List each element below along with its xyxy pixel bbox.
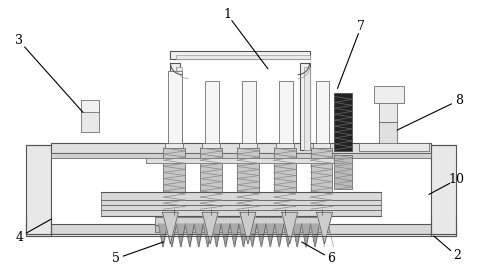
Bar: [374, 86, 404, 103]
Polygon shape: [248, 224, 257, 247]
Polygon shape: [239, 224, 248, 247]
Bar: [379, 122, 397, 144]
Text: 3: 3: [15, 34, 24, 48]
Bar: [51, 143, 431, 153]
Polygon shape: [194, 224, 203, 247]
Bar: [101, 210, 381, 216]
Bar: [315, 81, 329, 148]
Bar: [170, 51, 310, 59]
Bar: [335, 93, 352, 151]
Polygon shape: [301, 224, 311, 247]
Bar: [379, 100, 397, 122]
Bar: [81, 100, 99, 112]
Text: 10: 10: [449, 173, 465, 186]
Polygon shape: [282, 212, 298, 244]
Bar: [26, 145, 51, 236]
Bar: [205, 81, 219, 148]
Polygon shape: [240, 212, 256, 244]
Bar: [81, 110, 99, 132]
Bar: [164, 148, 185, 209]
Bar: [276, 143, 294, 150]
Polygon shape: [212, 224, 221, 247]
Bar: [101, 192, 381, 200]
Bar: [360, 143, 429, 151]
Polygon shape: [202, 212, 218, 244]
Bar: [304, 67, 310, 150]
Polygon shape: [275, 224, 284, 247]
Text: 2: 2: [453, 249, 461, 262]
Bar: [300, 63, 310, 150]
Bar: [242, 81, 256, 148]
Bar: [51, 153, 431, 158]
Bar: [168, 71, 182, 148]
Polygon shape: [158, 224, 168, 247]
Bar: [274, 148, 296, 209]
Bar: [312, 143, 330, 150]
Bar: [239, 143, 257, 150]
Polygon shape: [185, 224, 194, 247]
Bar: [176, 67, 182, 150]
Text: 1: 1: [223, 8, 231, 21]
Bar: [176, 55, 310, 59]
Polygon shape: [230, 224, 239, 247]
Polygon shape: [176, 224, 185, 247]
Bar: [200, 148, 222, 209]
Bar: [156, 217, 329, 225]
Bar: [101, 205, 381, 210]
Polygon shape: [293, 224, 301, 247]
Bar: [311, 148, 333, 209]
Bar: [202, 143, 220, 150]
Bar: [279, 81, 293, 148]
Polygon shape: [266, 224, 275, 247]
Bar: [145, 158, 344, 163]
Bar: [431, 145, 456, 236]
Bar: [101, 200, 381, 205]
Text: 6: 6: [327, 252, 336, 265]
Bar: [335, 155, 352, 190]
Polygon shape: [316, 212, 333, 244]
Polygon shape: [203, 224, 212, 247]
Bar: [166, 143, 183, 150]
Text: 8: 8: [455, 94, 463, 107]
Text: 5: 5: [112, 252, 120, 265]
Polygon shape: [311, 224, 320, 247]
Polygon shape: [221, 224, 230, 247]
Polygon shape: [257, 224, 266, 247]
Polygon shape: [284, 224, 293, 247]
Bar: [26, 224, 456, 234]
Bar: [237, 148, 259, 209]
Bar: [170, 63, 180, 150]
Bar: [156, 225, 329, 232]
Text: 7: 7: [357, 20, 365, 33]
Polygon shape: [168, 224, 176, 247]
Polygon shape: [162, 212, 179, 244]
Text: 4: 4: [15, 230, 24, 244]
